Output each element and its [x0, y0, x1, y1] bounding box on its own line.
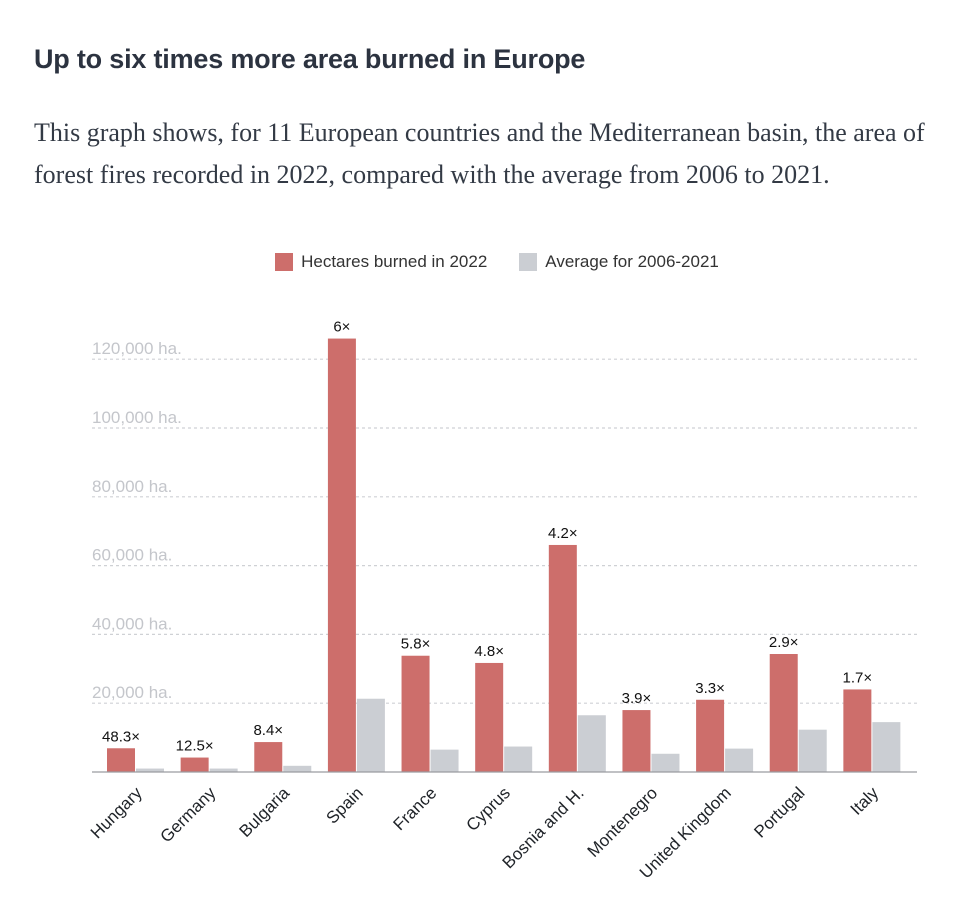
y-tick-label: 120,000 ha.: [92, 339, 182, 358]
y-tick-label: 60,000 ha.: [92, 546, 172, 565]
bar-2022: [401, 655, 430, 772]
legend-label-2022: Hectares burned in 2022: [301, 252, 488, 271]
bar-average: [872, 722, 901, 772]
y-tick-label: 40,000 ha.: [92, 614, 172, 633]
category-label: Spain: [323, 783, 367, 827]
category-label: Cyprus: [462, 783, 514, 835]
y-tick-label: 100,000 ha.: [92, 408, 182, 427]
bar-average: [430, 749, 459, 772]
bar-2022: [843, 689, 872, 772]
chart-title: Up to six times more area burned in Euro…: [34, 44, 586, 74]
legend-label-average: Average for 2006-2021: [545, 252, 719, 271]
bar-2022: [696, 699, 725, 772]
bar-2022: [107, 748, 135, 772]
ratio-label: 8.4×: [253, 722, 283, 739]
bar-2022: [327, 338, 356, 772]
category-label: Italy: [847, 783, 883, 819]
bar-average: [356, 698, 385, 772]
ratio-label: 4.2×: [548, 525, 578, 542]
legend-item-2022: Hectares burned in 2022: [275, 252, 487, 272]
bar-average: [725, 748, 754, 772]
bar-average: [798, 729, 827, 772]
category-label: France: [390, 783, 441, 834]
legend-swatch-2022: [275, 253, 294, 271]
bar-average: [283, 765, 312, 772]
ratio-label: 12.5×: [176, 738, 214, 755]
ratio-label: 3.3×: [695, 680, 725, 697]
ratio-label: 48.3×: [102, 728, 140, 745]
bar-2022: [769, 654, 798, 772]
y-tick-label: 80,000 ha.: [92, 477, 172, 496]
bar-average: [504, 746, 533, 772]
ratio-label: 5.8×: [401, 636, 431, 653]
bar-average: [209, 768, 238, 772]
category-label: Portugal: [750, 783, 808, 841]
bar-2022: [475, 662, 504, 772]
bar-2022: [548, 544, 577, 772]
legend-item-average: Average for 2006-2021: [519, 252, 719, 272]
bar-average: [577, 715, 606, 772]
bar-average: [136, 768, 164, 772]
bar-2022: [254, 742, 283, 772]
category-label: Bulgaria: [236, 783, 294, 841]
bar-2022: [180, 757, 209, 772]
y-tick-label: 20,000 ha.: [92, 683, 172, 702]
bar-2022: [622, 710, 651, 772]
ratio-label: 3.9×: [622, 690, 652, 707]
ratio-label: 2.9×: [769, 634, 799, 651]
category-label: Montenegro: [584, 783, 662, 861]
legend: Hectares burned in 2022 Average for 2006…: [0, 252, 980, 272]
chart-subtitle: This graph shows, for 11 European countr…: [34, 118, 925, 189]
category-label: Germany: [157, 783, 220, 846]
bar-average: [651, 753, 680, 772]
legend-swatch-average: [519, 253, 538, 271]
ratio-label: 6×: [333, 319, 350, 336]
ratio-label: 4.8×: [474, 643, 504, 660]
category-label: Hungary: [87, 783, 146, 842]
ratio-label: 1.7×: [843, 669, 873, 686]
